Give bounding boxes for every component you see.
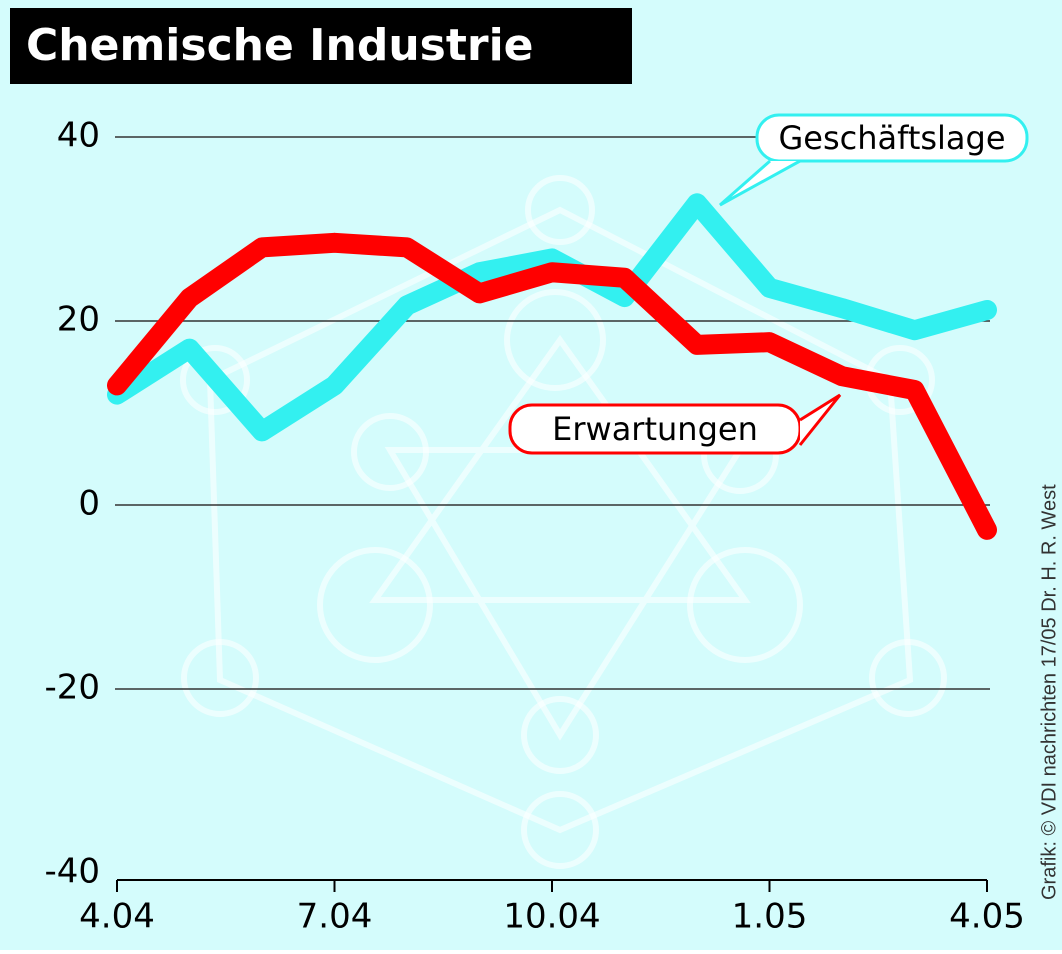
series-label: Erwartungen: [552, 410, 758, 448]
x-tick-label: 7.04: [297, 897, 373, 937]
line-series: [107, 232, 997, 540]
y-tick-label: 0: [78, 484, 100, 524]
callout-pointer: [798, 393, 842, 446]
callout-box: [755, 113, 1029, 163]
y-tick-label: 40: [57, 116, 100, 156]
molecule-decoration: [180, 175, 947, 869]
line-series: [107, 193, 997, 442]
chart-title: Chemische Industrie: [26, 20, 534, 71]
x-tick-label: 4.05: [949, 897, 1025, 937]
x-tick-label: 1.05: [732, 897, 808, 937]
y-tick-label: 20: [57, 300, 100, 340]
x-tick-label: 10.04: [503, 897, 600, 937]
y-tick-label: -40: [44, 852, 100, 892]
callout-pointer: [719, 159, 801, 207]
title-box: [10, 8, 632, 84]
x-tick-label: 4.04: [79, 897, 155, 937]
credit: Grafik: © VDI nachrichten 17/05 Dr. H. R…: [1038, 484, 1060, 900]
series-label: Geschäftslage: [778, 119, 1005, 157]
y-tick-label: -20: [44, 668, 100, 708]
